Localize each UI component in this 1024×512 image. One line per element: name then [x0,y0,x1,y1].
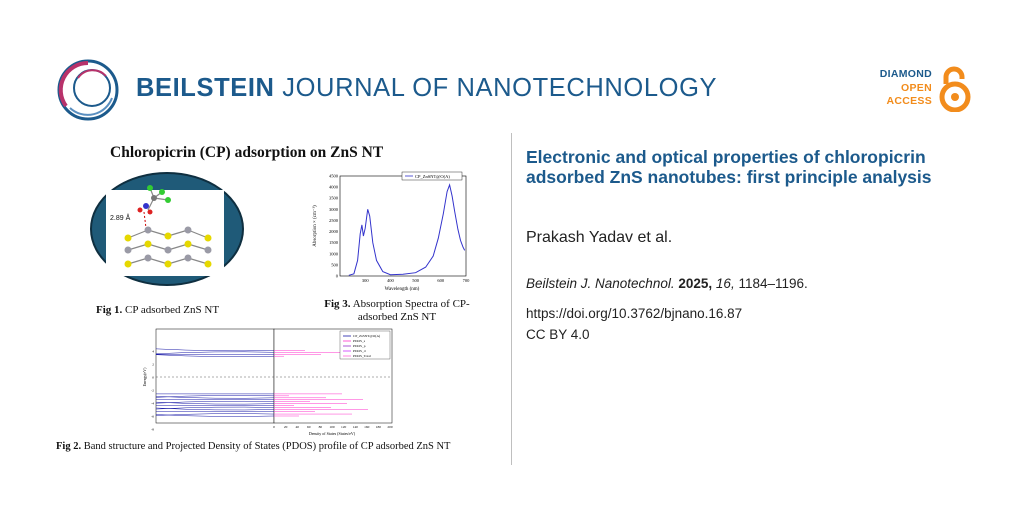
fig3-caption-text: Absorption Spectra of CP-adsorbed ZnS NT [350,298,470,323]
fig2-ytick-label: -8 [151,428,154,432]
article-citation: Beilstein J. Nanotechnol. 2025, 16, 1184… [526,276,808,291]
fig2-caption: Fig 2. Band structure and Projected Dens… [56,441,450,452]
fig2-xlabel: Density of States (States/eV) [309,431,356,436]
fig2-legend-label: PDOS_s [353,339,366,343]
fig2-ytick-label: -2 [151,389,154,393]
journal-title-bold: BEILSTEIN [136,74,275,102]
fig3-ytick-label: 0 [336,274,339,279]
fig2-xtick-label: 160 [364,425,370,429]
band-line [155,396,275,399]
fig1-caption: Fig 1. CP adsorbed ZnS NT [96,304,219,316]
fig3-legend-label: CP_ZnSNT@O(A) [415,174,450,179]
fig2-legend-label: PDOS_d [353,349,366,353]
fig2-legend-label: CP_ZnSNT@O(A) [353,334,381,338]
fig3-ytick-label: 4000 [329,185,339,190]
fig2-ytick-label: 2 [152,363,154,367]
fig3-ytick-label: 1000 [329,251,339,256]
fig2-label: Fig 2. [56,441,82,452]
fig3-xlabel: Wavelength (nm) [385,287,420,292]
badge-access-label: ACCESS [886,95,932,107]
fig3-ytick-label: 4500 [329,174,339,179]
fig3-label: Fig 3. [324,298,351,310]
fig2-xtick-label: 120 [341,425,347,429]
band-line [155,407,275,411]
fig2-ytick-label: 4 [152,350,154,354]
fig2-caption-text: Band structure and Projected Density of … [81,441,451,452]
fig2-xtick-label: 140 [353,425,359,429]
fig2-legend-label: PDOS_p [353,344,366,348]
absorption-line [348,183,466,276]
fig2-xtick-label: 60 [307,425,311,429]
fig3-absorption-chart: 0 500 1000 1500 2000 2500 3000 3500 4000 4500 300… [312,171,471,292]
fig3-caption: Fig 3. Absorption Spectra of CP-adsorbed… [318,298,476,324]
fig2-ylabel: Energy(eV) [142,367,147,386]
fig3-ytick-label: 2000 [329,229,339,234]
citation-year: 2025, [678,276,713,291]
fig3-ytick-label: 1500 [329,240,339,245]
fig2-xtick-label: 40 [295,425,299,429]
fig2-xtick-label: 200 [387,425,393,429]
band-line [155,348,275,352]
column-divider [511,133,512,465]
open-lock-icon [939,66,971,112]
fig3-ytick-label: 500 [331,262,339,267]
badge-open-label: OPEN [901,82,932,94]
fig2-ytick-label: 0 [152,376,154,380]
citation-pages: 1184–1196. [738,276,808,291]
fig1-label: Fig 1. [96,304,123,316]
graphical-abstract-title: Chloropicrin (CP) adsorption on ZnS NT [110,144,384,161]
band-line [155,351,275,355]
band-line [155,354,275,357]
fig3-ylabel: Absorption × (cm⁻¹) [312,205,318,247]
doi-link[interactable]: https://doi.org/10.3762/bjnano.16.87 [526,306,743,321]
fig2-ytick-label: -4 [151,402,154,406]
citation-volume: 16, [715,276,735,291]
fig2-xtick-label: 180 [376,425,382,429]
article-title[interactable]: Electronic and optical properties of chl… [526,147,932,187]
fig1-caption-text: CP adsorbed ZnS NT [122,304,220,316]
badge-diamond-label: DIAMOND [879,68,932,80]
journal-abbrev: Beilstein J. Nanotechnol. [526,276,675,291]
article-authors: Prakash Yadav et al. [526,229,673,246]
fig3-ytick-label: 3000 [329,207,339,212]
band-line [155,401,275,405]
fig2-xtick-label: 20 [284,425,288,429]
journal-logo-icon [57,59,119,121]
journal-title[interactable]: BEILSTEIN JOURNAL OF NANOTECHNOLOGY [136,71,717,105]
fig2-xtick-label: 100 [329,425,335,429]
fig3-xtick-label: 300 [362,278,370,283]
fig1-molecule-image: 2.89 Å [90,172,244,286]
license-label: CC BY 4.0 [526,327,590,342]
band-line [155,414,275,417]
diamond-open-access-badge[interactable]: DIAMOND OPEN ACCESS [876,66,976,112]
fig3-ytick-label: 2500 [329,218,339,223]
fig3-xtick-label: 700 [463,278,471,283]
fig3-xtick-label: 600 [437,278,445,283]
fig2-xtick-label: 80 [319,425,323,429]
fig2-xtick-label: 0 [273,425,275,429]
bond-length-label: 2.89 Å [110,213,131,222]
fig2-ytick-label: -6 [151,415,154,419]
fig3-xtick-label: 400 [387,278,395,283]
fig3-xtick-label: 500 [412,278,420,283]
fig3-ytick-label: 3500 [329,196,339,201]
fig2-band-structure-chart: 420-2-4-6-8 0 20 40 60 80 100 120 140 160 180 200 … [142,328,393,436]
fig2-legend-label: PDOS_Total [353,354,371,358]
journal-title-rest: JOURNAL OF NANOTECHNOLOGY [274,74,718,102]
